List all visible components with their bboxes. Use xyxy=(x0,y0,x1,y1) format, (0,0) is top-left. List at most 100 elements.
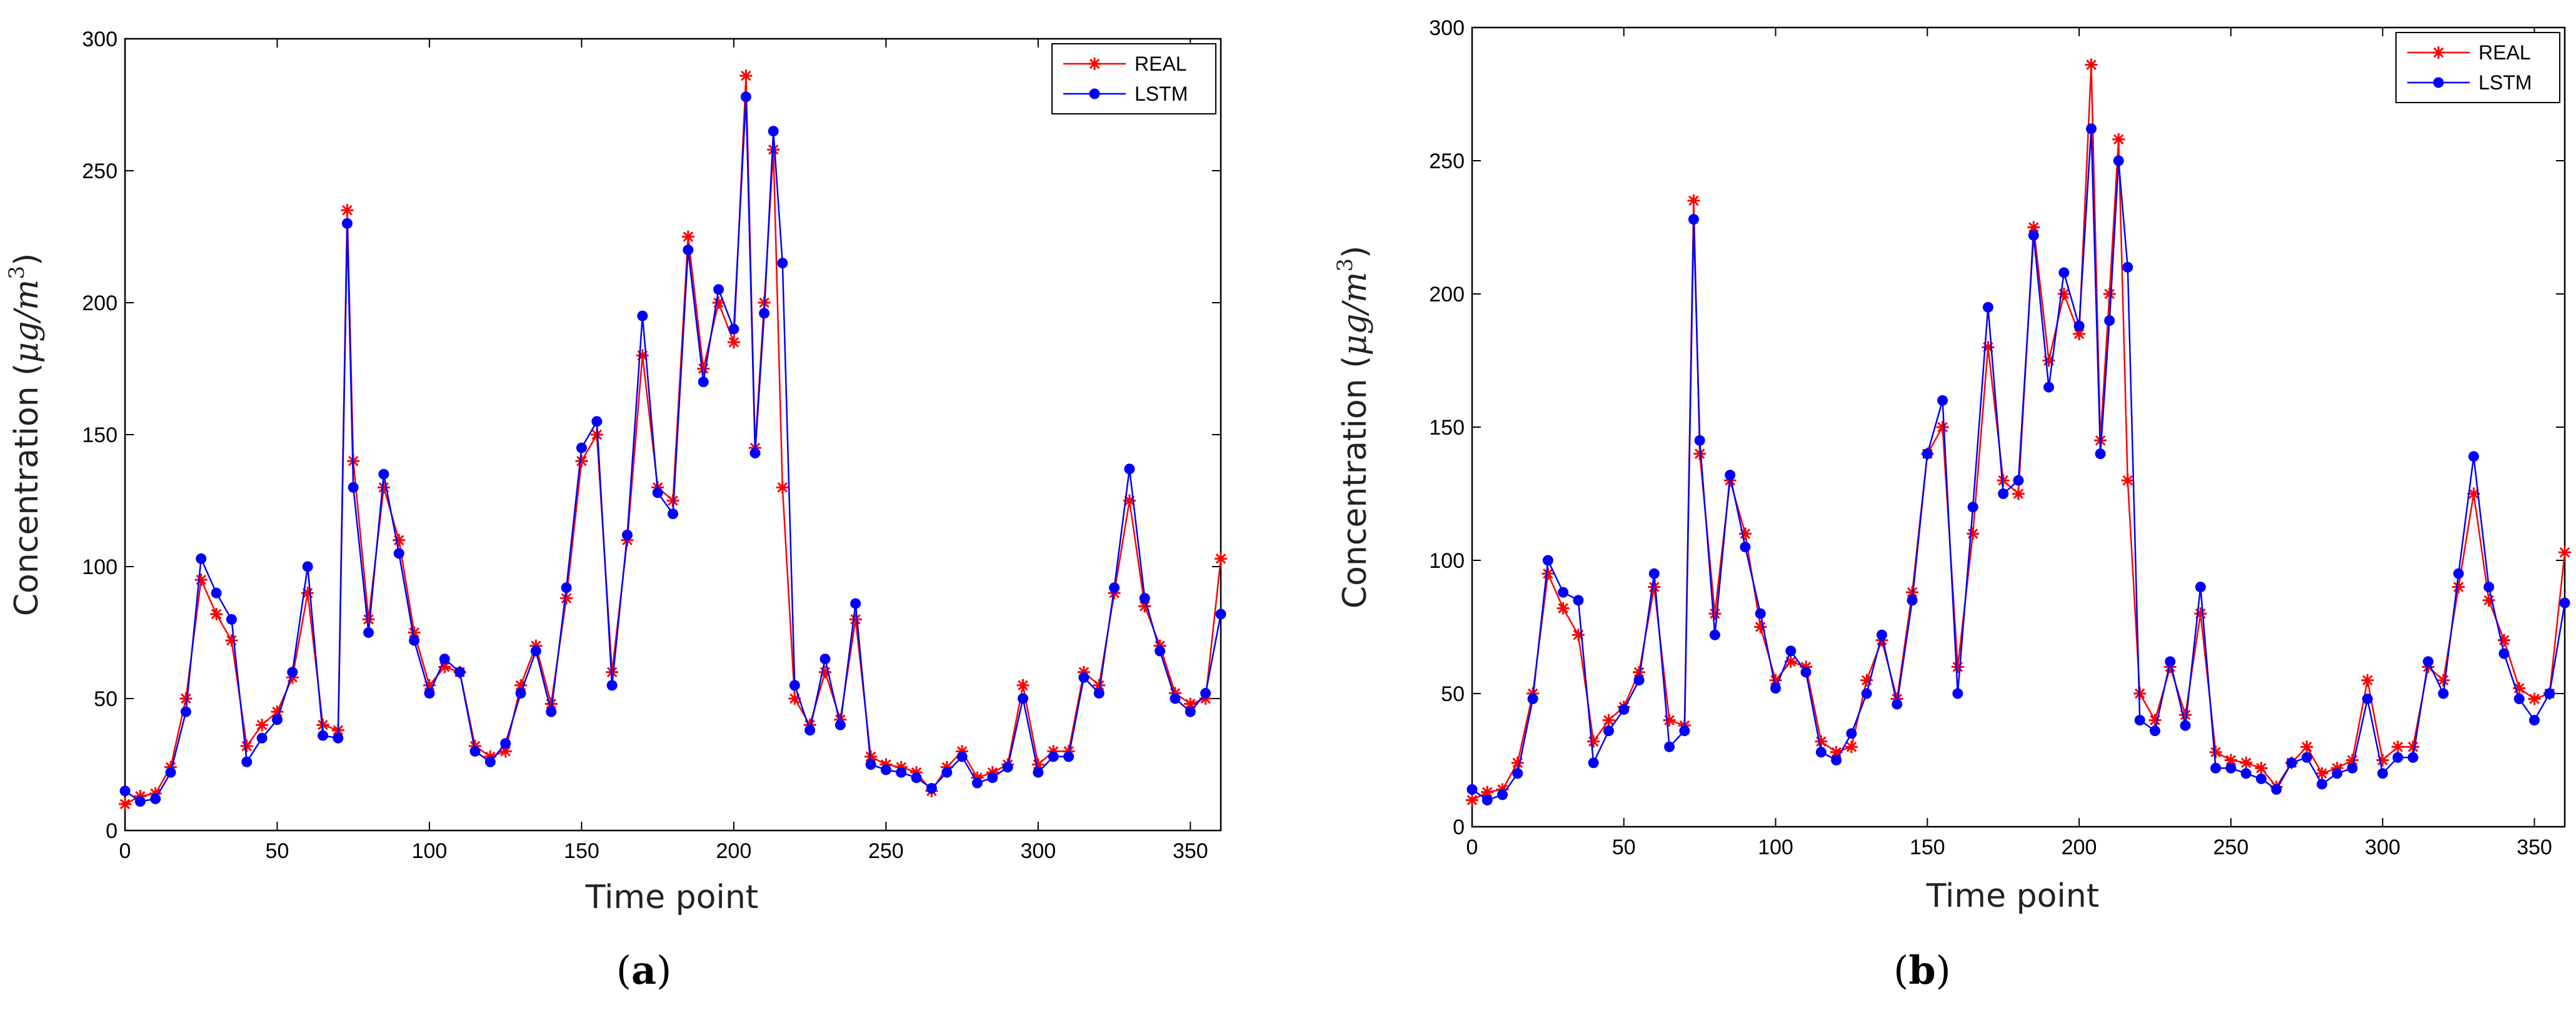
data-point-lstm xyxy=(530,645,541,657)
data-point-real xyxy=(1587,735,1600,748)
data-point-real xyxy=(2361,674,2374,687)
data-point-lstm xyxy=(911,772,922,784)
x-axis-title: Time point xyxy=(1926,877,2099,915)
data-point-lstm xyxy=(2013,475,2024,486)
y-tick-label: 200 xyxy=(82,291,118,315)
data-point-lstm xyxy=(1466,784,1478,795)
data-point-real xyxy=(2391,740,2404,754)
data-point-lstm xyxy=(2286,757,2297,769)
data-point-lstm xyxy=(606,680,618,691)
data-point-lstm xyxy=(1800,667,1812,678)
data-point-lstm xyxy=(941,767,953,778)
y-axis-title-suffix: ) xyxy=(1336,246,1374,258)
data-point-lstm xyxy=(2332,768,2343,779)
data-point-lstm xyxy=(2195,582,2206,593)
y-tick-label: 100 xyxy=(82,555,118,579)
data-point-lstm xyxy=(1002,762,1013,773)
data-point-lstm xyxy=(1093,688,1105,699)
data-point-lstm xyxy=(1033,767,1044,778)
y-axis-title: Concentration (μg/m3) xyxy=(4,253,46,617)
data-point-lstm xyxy=(1694,435,1705,446)
x-tick-label: 150 xyxy=(564,839,599,863)
data-point-lstm xyxy=(896,767,907,778)
data-point-real xyxy=(767,143,780,156)
data-point-lstm xyxy=(341,218,353,229)
data-point-lstm xyxy=(668,508,678,520)
data-point-lstm xyxy=(1952,688,1963,699)
data-point-real xyxy=(636,349,649,362)
data-point-real xyxy=(739,69,753,83)
data-point-lstm xyxy=(318,730,329,741)
data-point-real xyxy=(776,481,789,494)
y-tick-label: 0 xyxy=(106,819,118,843)
data-point-real xyxy=(499,745,512,758)
data-point-real xyxy=(1016,679,1030,692)
legend-label-real: REAL xyxy=(2478,41,2531,64)
data-point-lstm xyxy=(515,688,526,699)
data-point-lstm xyxy=(1785,645,1797,657)
caption-letter: a xyxy=(631,947,657,993)
data-point-lstm xyxy=(1688,214,1699,225)
data-point-lstm xyxy=(2528,715,2540,726)
data-point-lstm xyxy=(1815,747,1827,758)
data-point-lstm xyxy=(713,284,724,295)
data-point-lstm xyxy=(500,738,511,749)
data-point-lstm xyxy=(740,91,751,103)
data-point-lstm xyxy=(1709,629,1720,640)
caption-close-paren: ) xyxy=(1935,947,1951,993)
data-point-real xyxy=(362,613,375,626)
data-point-real xyxy=(1571,629,1585,642)
data-point-real xyxy=(2042,354,2055,367)
data-point-lstm xyxy=(576,442,587,453)
data-point-real xyxy=(2179,709,2192,722)
x-tick-label: 250 xyxy=(2213,836,2249,859)
legend-label-lstm: LSTM xyxy=(1135,83,1188,105)
data-point-real xyxy=(1982,341,1995,354)
plot-area-frame xyxy=(1471,26,2566,828)
y-axis-title-prefix: Concentration ( xyxy=(1336,356,1374,609)
data-point-lstm xyxy=(2317,779,2328,790)
x-axis-title: Time point xyxy=(585,879,758,916)
data-point-real xyxy=(544,697,558,710)
data-point-lstm xyxy=(1937,395,1948,406)
data-point-real xyxy=(2085,58,2098,71)
data-point-real xyxy=(2452,580,2465,593)
x-tick-label: 250 xyxy=(868,839,904,863)
y-axis-unit-exponent: 3 xyxy=(4,266,29,280)
data-point-real xyxy=(1845,740,1858,754)
data-point-lstm xyxy=(1481,794,1493,805)
data-point-lstm xyxy=(1892,699,1903,710)
legend-label-real: REAL xyxy=(1135,53,1187,75)
y-tick-label: 300 xyxy=(82,28,118,51)
data-point-lstm xyxy=(768,126,779,137)
data-point-lstm xyxy=(1527,694,1538,705)
y-axis-title-suffix: ) xyxy=(8,253,46,266)
data-point-real xyxy=(1936,421,1949,433)
y-axis-unit: g/m xyxy=(8,280,46,342)
data-point-real xyxy=(301,587,314,600)
data-point-real xyxy=(2330,762,2343,775)
data-point-lstm xyxy=(180,706,191,717)
data-point-lstm xyxy=(591,416,603,427)
data-point-real xyxy=(2148,714,2162,727)
data-point-real xyxy=(514,679,528,692)
data-point-lstm xyxy=(2347,762,2358,774)
plot-area-frame xyxy=(124,38,1222,832)
data-point-lstm xyxy=(1200,688,1211,699)
data-point-lstm xyxy=(1155,645,1166,657)
panel-caption-b: (b) xyxy=(1828,947,2016,993)
data-point-real xyxy=(423,679,436,692)
data-point-lstm xyxy=(1185,706,1196,717)
x-tick-label: 350 xyxy=(1173,839,1208,863)
data-point-lstm xyxy=(834,719,846,730)
legend: REAL LSTM xyxy=(2395,32,2560,103)
x-tick-label: 200 xyxy=(2062,836,2097,859)
data-point-real xyxy=(1754,620,1767,634)
data-point-real xyxy=(1784,655,1797,668)
y-tick-label: 250 xyxy=(82,159,118,183)
series-line-lstm xyxy=(124,96,1222,802)
data-point-real xyxy=(1687,194,1700,207)
data-point-lstm xyxy=(1512,768,1523,779)
data-point-real xyxy=(2437,674,2450,687)
data-point-lstm xyxy=(2165,656,2176,667)
